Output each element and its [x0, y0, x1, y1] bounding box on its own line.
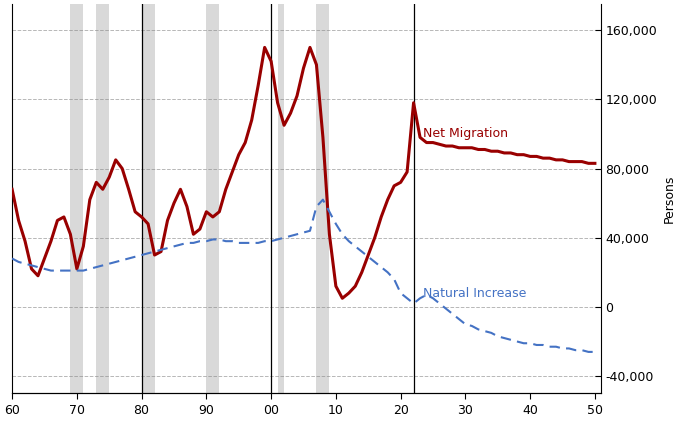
Bar — [97, 4, 109, 393]
Bar — [141, 4, 154, 393]
Y-axis label: Persons: Persons — [663, 175, 676, 223]
Bar — [71, 4, 84, 393]
Text: Natural Increase: Natural Increase — [423, 287, 527, 300]
Bar — [277, 4, 284, 393]
Bar — [316, 4, 329, 393]
Text: Net Migration: Net Migration — [423, 128, 508, 141]
Bar — [206, 4, 220, 393]
